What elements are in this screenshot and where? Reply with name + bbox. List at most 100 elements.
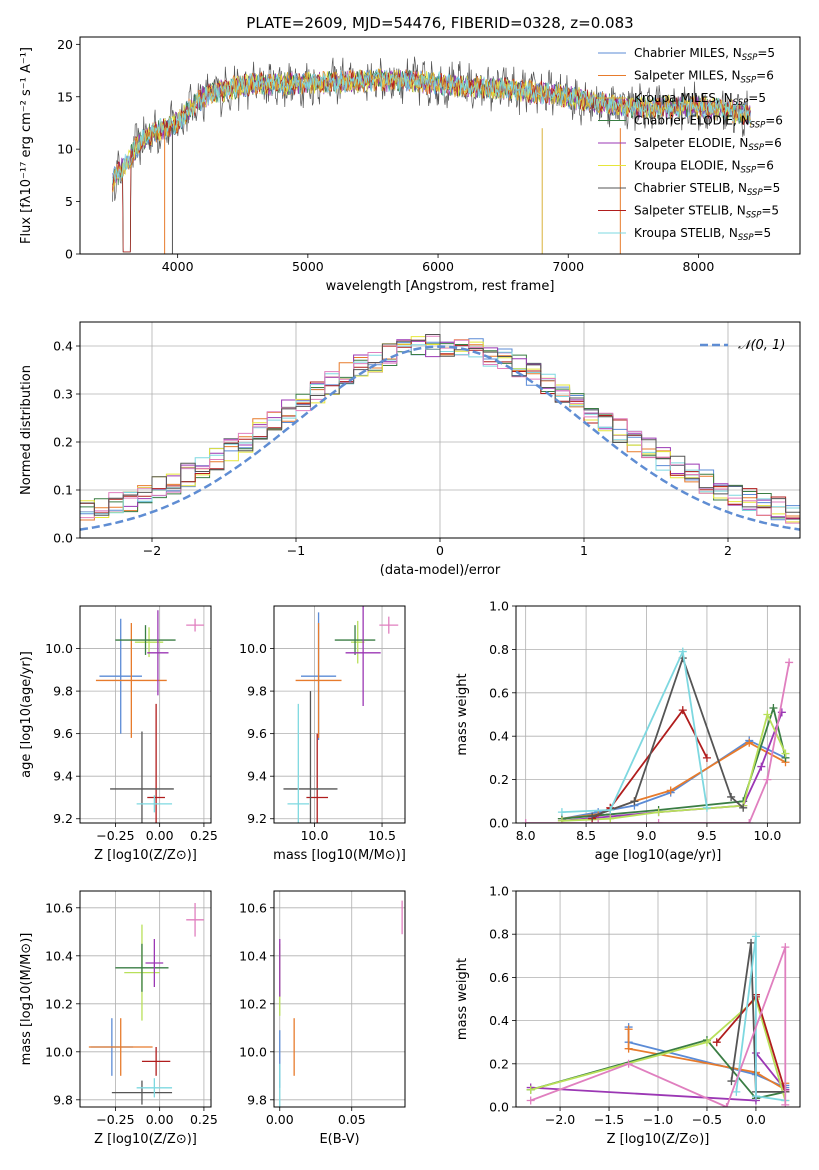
y-tick-label: 0.4 [489,1013,509,1028]
y-tick-label: 9.8 [53,1092,73,1107]
series-marker [624,1059,633,1068]
series-marker [594,819,603,823]
legend-sub: SSP [746,211,762,221]
series-line-extra_lime [530,997,787,1101]
y-tick-label: 0.2 [489,1056,509,1071]
y-tick-label: 0.3 [53,387,73,402]
series-marker [739,803,748,812]
x-axis-label: E(B-V) [319,1132,359,1147]
x-axis-label: Z [log10(Z/Z⊙)] [94,848,197,863]
x-tick-label: 9.0 [637,828,657,843]
legend-entry: Chabrier STELIB, NSSP=5 [634,181,780,198]
x-tick-label: −0.5 [692,1112,722,1127]
panel-mass_vs_EBV: 0.00 0.05 9.8 10.0 10.2 10.4 10.6 E(B-V) [239,890,406,1147]
legend-sub: SSP [742,53,758,63]
series-line-chabrier-elodie [530,1038,786,1100]
x-tick-label: 0.25 [190,1112,218,1127]
series-marker [624,1044,633,1053]
series-marker [588,812,597,821]
x-tick-label: 0 [436,543,444,558]
axes-frame [273,890,406,1108]
figure-title: PLATE=2609, MJD=54476, FIBERID=0328, z=0… [246,14,633,32]
legend-entry: Kroupa STELIB, NSSP=5 [634,226,771,243]
plot-area [80,334,800,531]
y-axis-label: mass [log10(M/M⊙)] [19,933,34,1066]
x-tick-label: 1 [580,543,588,558]
y-tick-label: 10.4 [239,948,267,963]
x-tick-label: 10.0 [301,828,329,843]
legend-name: Salpeter MILES, N [634,69,741,83]
spectrum-line-kroupa-stelib [112,68,751,184]
plot-area [283,606,399,823]
axes-frame [79,890,212,1108]
series-line-kroupa-stelib [735,936,786,1102]
series-marker [722,1103,731,1107]
grid [516,605,800,824]
y-tick-label: 10 [57,142,73,157]
series-marker [678,647,687,656]
series-marker [785,658,794,667]
y-tick-label: 9.8 [53,684,73,699]
series-marker [745,819,754,823]
y-tick-label: 0.2 [489,772,509,787]
y-tick-label: 5 [65,194,73,209]
y-axis-label: mass weight [455,673,470,755]
y-tick-label: 0.0 [489,1100,509,1115]
series-marker [666,786,675,795]
x-axis-label: mass [log10(M/M⊙)] [273,848,406,863]
axes-frame [79,321,801,539]
x-tick-label: 9.5 [697,828,717,843]
series-marker [763,775,772,784]
legend-tail: =5 [754,226,772,240]
legend-name: Salpeter STELIB, N [634,204,746,218]
x-tick-label: 10.5 [368,828,396,843]
plot-area [526,932,790,1107]
x-axis-label: wavelength [Angstrom, rest frame] [326,279,555,294]
x-axis-label: (data-model)/error [380,563,501,578]
legend-tail: =6 [764,136,782,150]
series-line-extra_pink [525,662,790,823]
legend-sub: SSP [748,143,764,153]
y-tick-label: 9.2 [53,811,73,826]
series-marker [712,1038,721,1047]
series-marker [606,805,615,814]
series-line-salpeter-miles [561,741,786,820]
legend-entry: Chabrier ELODIE, NSSP=6 [634,114,783,131]
x-tick-label: 10.0 [753,828,781,843]
y-tick-label: 9.6 [53,726,73,741]
axes-frame [79,605,212,824]
plot-area [88,903,204,1105]
y-axis-label: Flux [fλ10⁻¹⁷ erg cm⁻² s⁻¹ A⁻¹] [19,47,34,244]
panel-mass_vs_Z: −0.25 0.00 0.25 9.8 10.0 10.2 10.4 10.6 Z [log10… [19,890,218,1147]
y-tick-label: 10.0 [45,1044,73,1059]
y-tick-label: 9.2 [247,811,267,826]
series-marker [678,706,687,715]
legend-name: Kroupa STELIB, N [634,226,738,240]
x-axis-label: age [log10(age/yr)] [595,848,722,863]
y-tick-label: 0.4 [53,339,73,354]
series-marker [654,819,663,823]
y-tick-label: 0.8 [489,927,509,942]
series-marker [781,943,790,952]
series-marker [769,703,778,712]
x-axis-label: Z [log10(Z/Z⊙)] [607,1132,710,1147]
x-tick-label: 8.5 [576,828,596,843]
series-marker [745,738,754,747]
axes-frame [273,605,406,824]
y-tick-label: 10.2 [45,996,73,1011]
axes-frame [515,605,801,824]
legend-tail: =5 [757,46,775,60]
normal-curve [80,345,800,531]
x-tick-label: 0.00 [266,1112,294,1127]
legend-entry: Kroupa MILES, NSSP=5 [634,91,766,108]
plot-area [521,647,794,823]
y-tick-label: 10.0 [239,641,267,656]
y-axis-label: age [log10(age/yr)] [19,651,34,778]
legend-sub: SSP [741,76,757,86]
legend-name: Chabrier STELIB, N [634,181,747,195]
axes-frame [79,36,801,255]
series-marker [521,819,530,823]
x-tick-label: −1 [287,543,305,558]
axes-frame [515,890,801,1108]
panel-age_vs_mass: 10.0 10.5 9.2 9.4 9.6 9.8 10.0 mass [log10(M/M⊙… [239,605,406,863]
